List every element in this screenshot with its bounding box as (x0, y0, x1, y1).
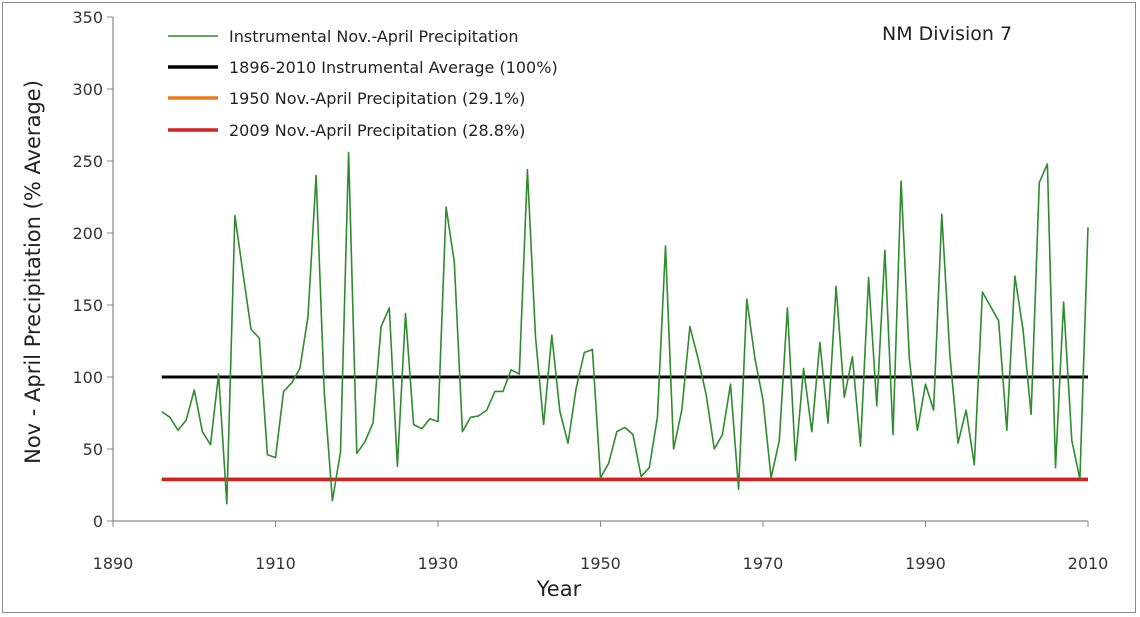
y-axis-title: Nov - April Precipitation (% Average) (21, 80, 45, 464)
x-tick-label: 1970 (743, 554, 784, 573)
y-tick-label: 250 (72, 152, 103, 171)
series-instrumental (161, 151, 1089, 505)
legend-label: 1950 Nov.-April Precipitation (29.1%) (229, 89, 525, 108)
instrumental-series-line (161, 151, 1089, 505)
x-tick-label: 1910 (255, 554, 296, 573)
legend-label: 2009 Nov.-April Precipitation (28.8%) (229, 121, 525, 140)
y-tick-label: 100 (72, 368, 103, 387)
x-axis-title: Year (536, 577, 582, 601)
x-tick-label: 1930 (418, 554, 459, 573)
x-tick-label: 1890 (93, 554, 134, 573)
division-annotation: NM Division 7 (882, 23, 1012, 45)
x-tick-label: 2010 (1068, 554, 1109, 573)
y-tick-label: 150 (72, 296, 103, 315)
x-tick-label: 1950 (580, 554, 621, 573)
axes: 0 50 100 150 200 250 300 350 1890 1910 1930 1950 197… (72, 8, 1108, 573)
y-tick-label: 300 (72, 80, 103, 99)
reference-lines (161, 375, 1088, 482)
x-tick-label: 1990 (905, 554, 946, 573)
y-tick-label: 50 (83, 440, 103, 459)
legend-label: 1896-2010 Instrumental Average (100%) (229, 58, 558, 77)
legend: Instrumental Nov.-April Precipitation 189… (168, 27, 558, 140)
y-tick-label: 200 (72, 224, 103, 243)
legend-label: Instrumental Nov.-April Precipitation (229, 27, 519, 46)
y-tick-label: 0 (93, 512, 103, 531)
y-tick-label: 350 (72, 8, 103, 27)
